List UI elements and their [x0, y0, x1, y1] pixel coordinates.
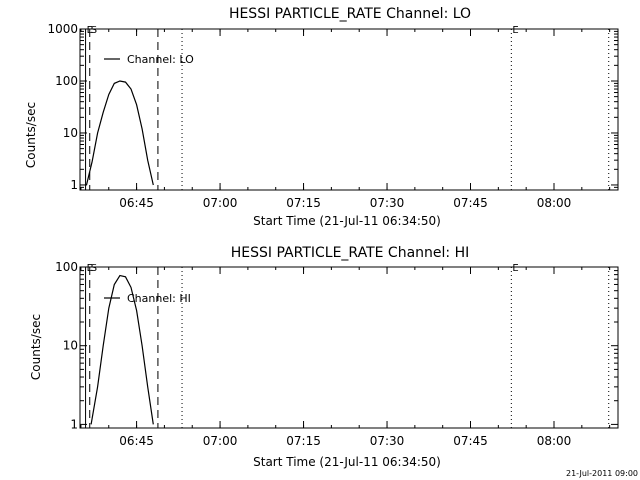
x-tick-label: 08:00	[537, 434, 572, 448]
event-marker-label: S	[91, 25, 97, 36]
legend-label: Channel: LO	[127, 53, 194, 66]
x-tick-label: 07:00	[203, 434, 238, 448]
series-line	[85, 80, 154, 186]
x-tick-label: 07:15	[286, 434, 321, 448]
footer-timestamp: 21-Jul-2011 09:00	[566, 469, 638, 478]
y-tick-label: 1000	[47, 22, 78, 36]
series-line	[90, 274, 154, 425]
x-tick-label: 07:00	[203, 196, 238, 210]
event-marker-label: S	[91, 263, 97, 274]
y-axis-label: Counts/sec	[24, 102, 38, 168]
y-axis-label: Counts/sec	[29, 314, 43, 380]
hi-channel-panel: HESSI PARTICLE_RATE Channel: HI Counts/s…	[29, 245, 619, 469]
y-tick-label: 1	[70, 417, 78, 431]
x-axis-label: Start Time (21-Jul-11 06:34:50)	[253, 214, 441, 228]
chart-title: HESSI PARTICLE_RATE Channel: LO	[229, 6, 471, 22]
x-tick-label: 07:30	[370, 434, 405, 448]
y-tick-label: 100	[55, 260, 78, 274]
y-tick-label: 100	[55, 74, 78, 88]
x-tick-label: 07:15	[286, 196, 321, 210]
x-tick-label: 08:00	[537, 196, 572, 210]
x-tick-label: 06:45	[119, 434, 154, 448]
x-tick-label: 07:45	[453, 196, 488, 210]
event-marker-label: E	[512, 263, 518, 274]
x-tick-label: 06:45	[119, 196, 154, 210]
lo-channel-panel: HESSI PARTICLE_RATE Channel: LO Counts/s…	[24, 6, 619, 228]
chart-title: HESSI PARTICLE_RATE Channel: HI	[231, 245, 469, 261]
x-tick-label: 07:45	[453, 434, 488, 448]
y-tick-label: 1	[70, 178, 78, 192]
y-tick-label: 10	[63, 126, 78, 140]
legend-label: Channel: HI	[127, 292, 191, 305]
plot-area: 06:45 07:00 07:15 07:30 07:45 08:00 1 10 100 1000…	[47, 22, 619, 210]
x-tick-label: 07:30	[370, 196, 405, 210]
y-tick-label: 10	[63, 339, 78, 353]
plot-frame	[79, 28, 619, 191]
x-axis-label: Start Time (21-Jul-11 06:34:50)	[253, 455, 441, 469]
plot-frame	[79, 266, 619, 429]
event-marker-label: E	[512, 25, 518, 36]
